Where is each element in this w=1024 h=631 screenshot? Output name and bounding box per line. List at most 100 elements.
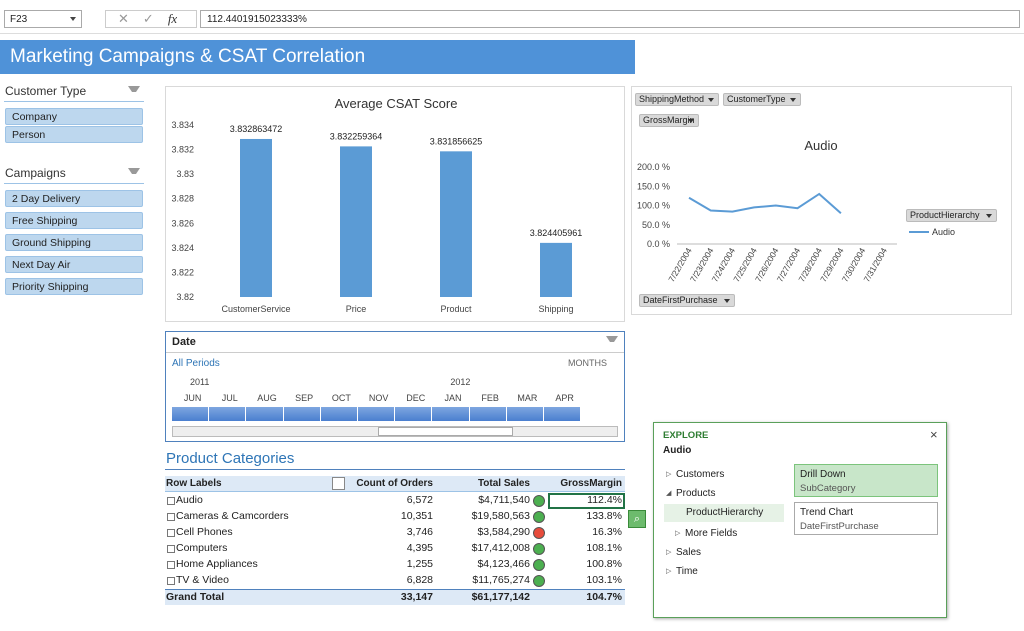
timeline-bar[interactable] xyxy=(209,407,246,421)
cell: Cameras & Camcorders xyxy=(176,510,289,522)
scroll-thumb[interactable] xyxy=(378,427,513,436)
y-tick-label: 0.0 % xyxy=(647,239,670,249)
cell: Home Appliances xyxy=(176,558,258,570)
action-card[interactable]: Drill Down SubCategory xyxy=(794,464,938,497)
field-button[interactable]: ShippingMethod xyxy=(635,93,720,106)
column-header: Count of Orders xyxy=(356,478,433,489)
timeline-bar[interactable] xyxy=(395,407,432,421)
fx-icon[interactable]: fx xyxy=(167,11,178,26)
legend-field-button[interactable]: ProductHierarchy xyxy=(906,209,997,222)
tree-arrow: ◢ xyxy=(666,490,672,497)
name-box[interactable]: F23 xyxy=(4,10,82,28)
timeline-bar[interactable] xyxy=(283,407,320,421)
tree-arrow: ▷ xyxy=(666,471,672,478)
header-row xyxy=(165,476,625,492)
field-button[interactable]: GrossMargin xyxy=(639,114,699,127)
y-tick-label: 3.832 xyxy=(171,145,194,155)
timeline-bar[interactable] xyxy=(432,407,469,421)
month-label: APR xyxy=(555,393,574,403)
month-label: FEB xyxy=(481,393,499,403)
tree-item[interactable]: Customers xyxy=(676,469,725,480)
expand-icon[interactable] xyxy=(167,545,175,553)
expand-icon[interactable] xyxy=(167,561,175,569)
tree-arrow: ▷ xyxy=(666,568,672,575)
tree-arrow: ▷ xyxy=(675,530,681,537)
tree-item[interactable]: ProductHierarchy xyxy=(686,507,764,518)
tree-item[interactable]: More Fields xyxy=(685,528,738,539)
expand-icon[interactable] xyxy=(167,577,175,585)
y-tick-label: 3.826 xyxy=(171,218,194,228)
year-label: 2012 xyxy=(450,377,471,387)
cell: 112.4% xyxy=(587,494,622,506)
header-filter[interactable] xyxy=(332,477,345,490)
timeline-bar[interactable] xyxy=(506,407,543,421)
pivot-table: Product Categories Row Labels Count of Ord… xyxy=(165,448,625,606)
clear-filter-icon[interactable] xyxy=(128,168,140,178)
tree-item[interactable]: Time xyxy=(676,566,698,577)
trend-chart: Audio 0.0 % 50.0 % 100.0 % 150.0 % 200.0 % 7/2… xyxy=(631,86,1012,315)
period-label: All Periods xyxy=(172,358,220,369)
expand-icon[interactable] xyxy=(167,529,175,537)
tree-item[interactable]: Products xyxy=(676,488,716,499)
slicer-item[interactable]: 2 Day Delivery xyxy=(5,190,143,207)
formula-input[interactable]: 112.4401915023333% xyxy=(200,10,1020,28)
cell: 6,572 xyxy=(406,494,433,506)
y-tick-label: 3.834 xyxy=(171,120,194,130)
slicer-item[interactable]: Company xyxy=(5,108,143,125)
quick-explore-button[interactable]: ⌕ xyxy=(628,510,646,528)
slicer-item[interactable]: Priority Shipping xyxy=(5,278,143,295)
slicer-rule xyxy=(4,183,144,184)
y-tick-label: 50.0 % xyxy=(642,220,670,230)
timeline-bar[interactable] xyxy=(544,407,581,421)
x-tick-label: Shipping xyxy=(538,304,573,314)
slicer-item[interactable]: Ground Shipping xyxy=(5,234,143,251)
pivot-title: Product Categories xyxy=(166,450,295,467)
clear-filter-icon[interactable] xyxy=(128,86,140,96)
month-label: DEC xyxy=(406,393,426,403)
cell: Cell Phones xyxy=(176,526,233,538)
slicer-title: Campaigns xyxy=(5,166,66,180)
field-button[interactable]: CustomerType xyxy=(723,93,801,106)
bar-chart: Average CSAT Score 3.82 3.822 3.824 3.826 3.8… xyxy=(171,96,582,314)
timeline-bar[interactable] xyxy=(320,407,357,421)
cell: 4,395 xyxy=(406,542,433,554)
timeline-bar[interactable] xyxy=(172,407,209,421)
expand-icon[interactable] xyxy=(167,497,175,505)
y-tick-label: 150.0 % xyxy=(637,181,670,191)
tree-item[interactable]: Sales xyxy=(676,547,702,558)
timeline-title: Date xyxy=(172,336,196,348)
title-rule xyxy=(165,469,625,470)
slicer-item[interactable]: Free Shipping xyxy=(5,212,143,229)
axis-field-button[interactable]: DateFirstPurchase xyxy=(639,294,735,307)
bar xyxy=(340,146,372,297)
timeline-bar[interactable] xyxy=(358,407,395,421)
cell: Audio xyxy=(176,494,203,506)
close-button[interactable]: × xyxy=(930,427,938,442)
explore-title: EXPLORE xyxy=(663,430,709,441)
column-header: GrossMargin xyxy=(560,478,622,489)
legend-label: Audio xyxy=(932,227,955,237)
slicer-item[interactable]: Next Day Air xyxy=(5,256,143,273)
cell: TV & Video xyxy=(176,574,229,586)
total-row xyxy=(165,589,625,605)
cell: Computers xyxy=(176,542,228,554)
total-cell: 104.7% xyxy=(586,591,622,603)
column-header: Total Sales xyxy=(477,478,530,489)
explore-panel: EXPLORE Audio × ▷ Customers ◢ Products ProductH… xyxy=(653,422,947,618)
level-selector[interactable]: MONTHS xyxy=(568,358,607,368)
status-indicator xyxy=(533,575,545,587)
y-tick-label: 3.822 xyxy=(171,267,194,277)
timeline-clear[interactable] xyxy=(606,336,618,346)
slicer-item[interactable]: Person xyxy=(5,126,143,143)
action-card[interactable]: Trend Chart DateFirstPurchase xyxy=(794,502,938,535)
status-indicator xyxy=(533,511,545,523)
month-label: SEP xyxy=(295,393,314,403)
month-label: MAR xyxy=(517,393,538,403)
timeline-bar[interactable] xyxy=(469,407,506,421)
total-cell: $61,177,142 xyxy=(471,591,530,603)
cell: 16.3% xyxy=(592,526,622,538)
expand-icon[interactable] xyxy=(167,513,175,521)
timeline-bar[interactable] xyxy=(246,407,283,421)
